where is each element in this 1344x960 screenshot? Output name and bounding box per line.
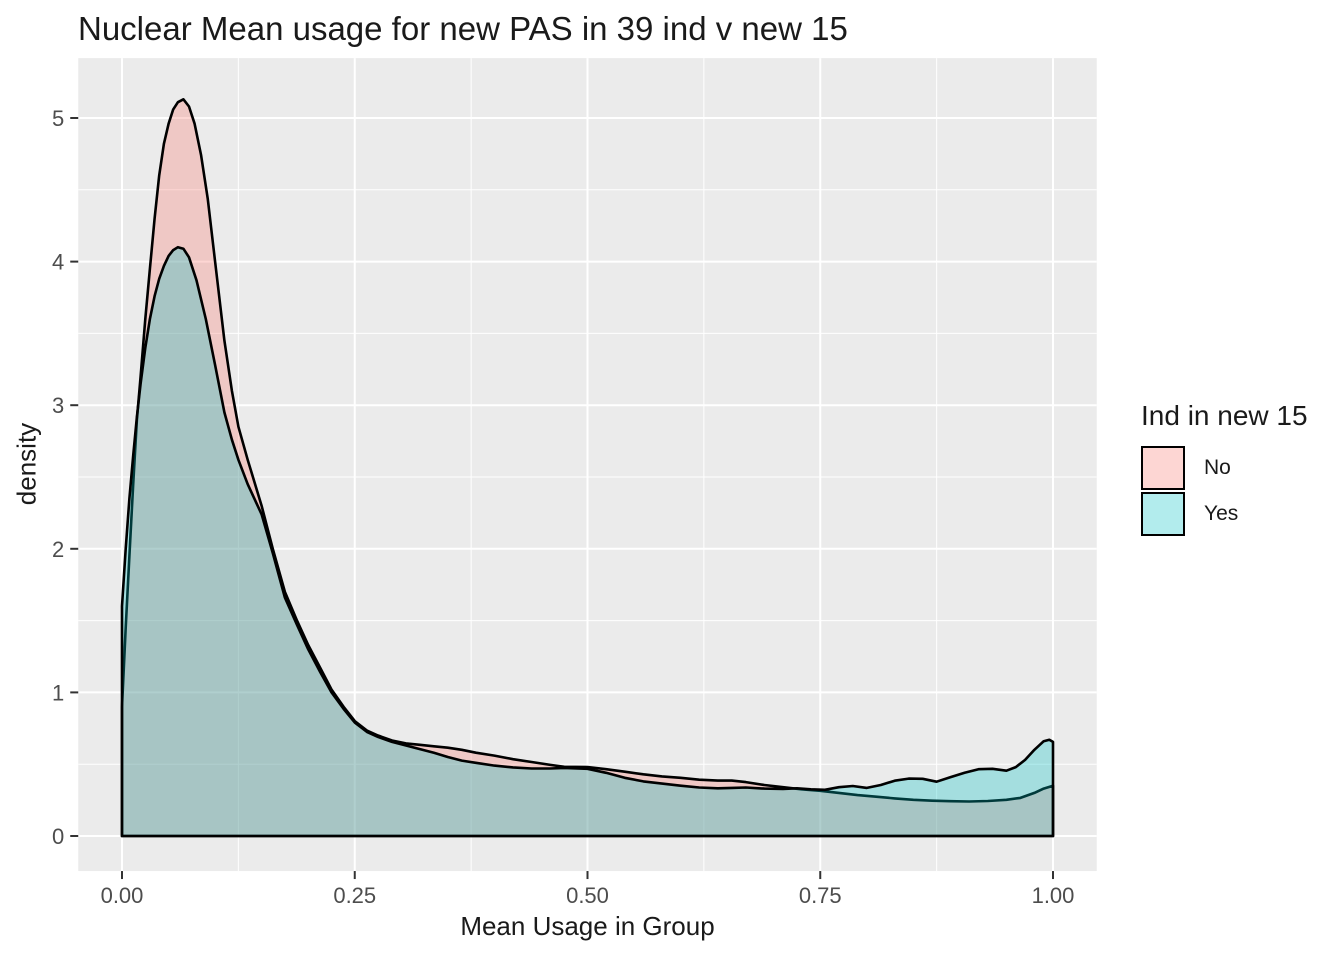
y-tick-label: 2 <box>52 537 64 562</box>
x-tick-label: 0.50 <box>566 883 609 908</box>
x-axis-label: Mean Usage in Group <box>460 911 715 941</box>
legend-entry-yes: Yes <box>1141 492 1308 536</box>
legend-label-yes: Yes <box>1204 502 1239 525</box>
legend-key-no-fill <box>1143 448 1183 488</box>
y-tick-label: 1 <box>52 680 64 705</box>
density-area-yes <box>120 245 1055 838</box>
legend-title: Ind in new 15 <box>1141 400 1308 431</box>
legend-key-yes <box>1141 492 1185 536</box>
chart-title: Nuclear Mean usage for new PAS in 39 ind… <box>78 10 848 47</box>
y-tick-label: 0 <box>52 824 64 849</box>
y-tick-label: 4 <box>52 250 64 275</box>
y-tick-label: 5 <box>52 106 64 131</box>
density-area-no <box>120 98 1055 838</box>
x-tick-label: 0.00 <box>101 883 144 908</box>
legend-key-no <box>1141 446 1185 490</box>
legend-key-yes-fill <box>1143 494 1183 534</box>
x-tick-label: 0.25 <box>333 883 376 908</box>
x-tick-label: 0.75 <box>799 883 842 908</box>
legend: Ind in new 15 No Yes <box>1141 400 1308 538</box>
x-tick-label: 1.00 <box>1032 883 1075 908</box>
y-axis-label: density <box>11 422 42 506</box>
legend-entry-no: No <box>1141 446 1308 490</box>
legend-label-no: No <box>1204 456 1231 479</box>
y-tick-label: 3 <box>52 393 64 418</box>
